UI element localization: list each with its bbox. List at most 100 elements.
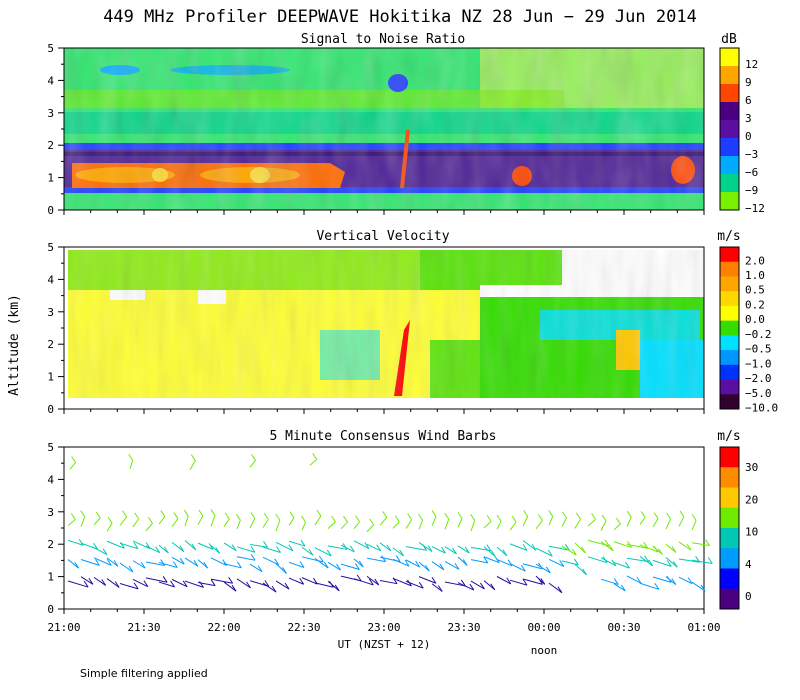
wind-barb-flag xyxy=(102,548,108,555)
wind-barb-flag xyxy=(486,544,492,551)
x-tick-label: 00:30 xyxy=(607,621,640,634)
snr-title: Signal to Noise Ratio xyxy=(301,32,465,47)
wind-barb xyxy=(405,546,427,551)
y-tick-label: 4 xyxy=(47,74,54,87)
wind-barb-flag xyxy=(431,576,437,584)
wind-barb xyxy=(223,518,230,528)
velocity-plot-area xyxy=(63,246,705,410)
wind-barb xyxy=(600,520,607,531)
wind-barb-flag xyxy=(323,561,329,569)
wind-barb xyxy=(600,578,619,585)
wind-barb xyxy=(431,546,446,554)
wind-barb xyxy=(548,516,554,526)
wind-barb xyxy=(314,547,332,557)
wind-barb-flag xyxy=(582,568,587,576)
snr-x-ticks xyxy=(63,210,705,215)
wind-barb-flag xyxy=(576,512,581,520)
wind-barb-flag xyxy=(358,560,364,568)
wind-barb xyxy=(483,580,496,591)
wind-barb xyxy=(145,545,160,554)
wind-barb xyxy=(184,540,197,551)
wind-barb xyxy=(119,516,127,526)
colorbar-label: −0.2 xyxy=(745,328,772,341)
wind-barb xyxy=(93,547,108,556)
wind-barb xyxy=(327,545,348,550)
wind-barb-flag xyxy=(71,456,77,463)
wind-barb xyxy=(197,582,216,587)
wind-barb-flag xyxy=(511,515,517,523)
wind-barb xyxy=(678,576,693,585)
wind-barb xyxy=(496,520,502,530)
wind-barb xyxy=(509,579,528,586)
wind-barb xyxy=(483,556,500,564)
y-tick-label: 1 xyxy=(47,571,54,584)
wind-barb xyxy=(171,518,179,528)
wind-barb-flag xyxy=(507,559,513,567)
wind-barb-flag xyxy=(700,584,706,592)
wind-barb xyxy=(457,518,463,528)
colorbar-swatch xyxy=(720,192,739,211)
wind-barb-flag xyxy=(70,513,76,520)
wind-barb-flag xyxy=(83,580,89,588)
x-tick-label: 22:30 xyxy=(287,621,320,634)
y-tick-label: 4 xyxy=(47,273,54,286)
wind-barb xyxy=(327,521,336,530)
wind-barb-flag xyxy=(284,582,290,590)
colorbar-label: −10.0 xyxy=(745,402,778,415)
wind-barb-flag xyxy=(276,546,281,553)
colorbar-swatch xyxy=(720,507,739,529)
wind-barb xyxy=(639,517,646,525)
wind-barb-flag xyxy=(183,509,189,517)
colorbar-label: 4 xyxy=(745,558,752,571)
x-axis-sublabel: noon xyxy=(531,644,558,657)
wind-barb-flag xyxy=(671,578,677,585)
wind-barb xyxy=(678,541,692,551)
wind-barb-flag xyxy=(140,561,146,569)
wind-barb xyxy=(522,516,529,527)
wind-barb xyxy=(93,517,101,526)
wind-title: 5 Minute Consensus Wind Barbs xyxy=(270,429,497,444)
wind-barb-flag xyxy=(616,517,621,525)
wind-barb-flag xyxy=(182,580,188,588)
wind-barb xyxy=(93,576,107,586)
wind-barb xyxy=(444,546,457,555)
wind-barb-flag xyxy=(557,586,563,593)
wind-barb-flag xyxy=(686,543,692,551)
snr-plot-area xyxy=(63,47,705,211)
colorbar-swatch xyxy=(720,379,739,395)
colorbar-label: −0.5 xyxy=(745,343,772,356)
wind-barb-flag xyxy=(162,576,168,583)
wind-barb-flag xyxy=(275,513,281,521)
colorbar-swatch xyxy=(720,568,739,590)
wind-barb-flag xyxy=(191,543,197,551)
wind-barb xyxy=(236,519,241,530)
wind-units: m/s xyxy=(717,429,740,444)
wind-barb-flag xyxy=(626,510,632,518)
wind-barb-flag xyxy=(382,511,388,518)
wind-barb xyxy=(418,576,437,584)
wind-barb xyxy=(80,558,100,566)
wind-barb xyxy=(171,556,185,565)
wind-barb xyxy=(129,460,134,470)
wind-barb-flag xyxy=(301,515,306,523)
wind-barb xyxy=(405,559,420,568)
wind-barb xyxy=(613,541,632,548)
wind-barb xyxy=(309,459,318,466)
wind-barb-flag xyxy=(457,512,463,519)
wind-barb-flag xyxy=(520,564,526,572)
colorbar-label: 9 xyxy=(745,76,752,89)
colorbar-label: −12 xyxy=(745,202,765,215)
wind-barb-flag xyxy=(462,559,468,566)
colorbar-label: −6 xyxy=(745,166,758,179)
wind-barb-flag xyxy=(368,578,374,586)
wind-barb xyxy=(418,542,433,553)
wind-barb xyxy=(548,558,564,567)
wind-barb-flag xyxy=(540,578,546,585)
wind-barb xyxy=(418,561,430,572)
wind-barb xyxy=(67,539,84,546)
wind-barb-flag xyxy=(399,549,405,557)
y-axis-label: Altitude (km) xyxy=(7,294,22,396)
wind-barb-flag xyxy=(106,559,112,566)
wind-barb xyxy=(288,540,306,547)
wind-barb-flag xyxy=(251,454,256,461)
